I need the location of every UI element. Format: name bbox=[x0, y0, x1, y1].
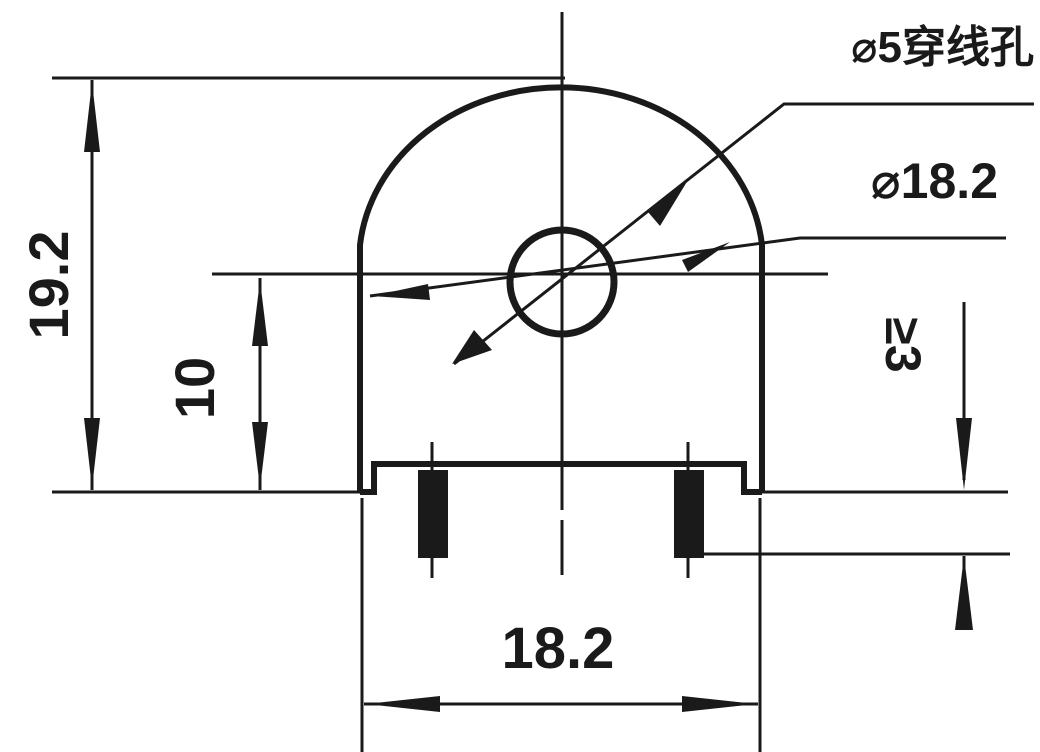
width-arrow-left bbox=[366, 696, 440, 712]
center-height-arrow-bottom bbox=[252, 422, 268, 488]
lead-arrow-down bbox=[956, 418, 972, 490]
dome-outline bbox=[357, 84, 765, 492]
lead-arrow-up bbox=[955, 556, 973, 630]
width-label: 18.2 bbox=[502, 616, 615, 681]
center-height-arrow-top bbox=[252, 280, 268, 346]
total-height-label: 19.2 bbox=[17, 231, 80, 340]
hole-leader-arrow-left bbox=[372, 284, 430, 300]
diameter-leader-arrow-outer bbox=[648, 180, 688, 226]
diameter-leader-arrow-inner bbox=[452, 330, 492, 364]
base-flange bbox=[360, 461, 762, 495]
leader-lines bbox=[369, 102, 1034, 366]
led-body-outline bbox=[357, 84, 765, 578]
hole-leader-arrow-right bbox=[682, 242, 730, 272]
dimension-lines bbox=[84, 80, 973, 712]
width-arrow-right bbox=[682, 696, 756, 712]
height-arrow-top bbox=[84, 82, 100, 152]
extension-lines bbox=[52, 76, 1010, 752]
height-arrow-bottom bbox=[84, 418, 100, 488]
center-height-label: 10 bbox=[163, 357, 226, 419]
wire-hole-circle bbox=[506, 226, 618, 338]
hole-leader bbox=[369, 236, 1006, 298]
lead-length-label: ≥3 bbox=[875, 317, 931, 372]
diameter-leader bbox=[453, 102, 1034, 366]
dimension-labels: ⌀5穿线孔 ⌀18.2 19.2 10 ≥3 18.2 bbox=[17, 23, 1034, 681]
hole-note-label: ⌀5穿线孔 bbox=[851, 23, 1034, 72]
diameter-label: ⌀18.2 bbox=[871, 153, 998, 209]
